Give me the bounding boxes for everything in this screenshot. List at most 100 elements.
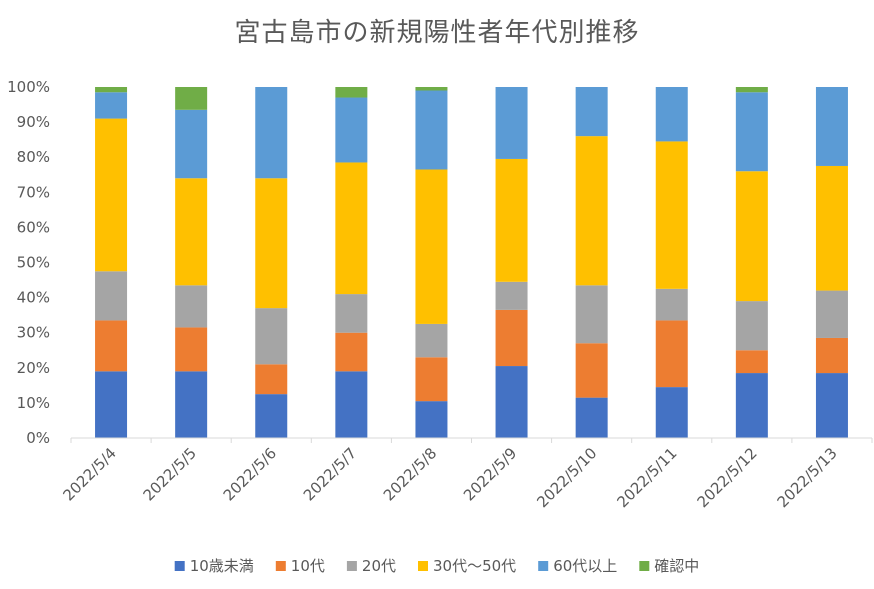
bar-segment xyxy=(815,165,848,291)
bar-segment xyxy=(655,320,688,388)
bar-segment xyxy=(335,87,368,98)
legend-label: 60代以上 xyxy=(553,557,617,575)
bar-segment xyxy=(335,371,368,438)
bar-segment xyxy=(255,87,288,179)
bar-segment xyxy=(175,371,208,438)
x-tick-label: 2022/5/10 xyxy=(533,444,600,511)
y-tick-label: 30% xyxy=(17,324,50,342)
x-tick-label: 2022/5/8 xyxy=(380,444,440,504)
bar-segment xyxy=(335,162,368,295)
legend-item: 20代 xyxy=(346,557,396,575)
legend-item: 30代〜50代 xyxy=(418,557,516,575)
x-tick-label: 2022/5/7 xyxy=(300,444,360,504)
bar-segment xyxy=(735,373,768,438)
y-tick-label: 90% xyxy=(17,113,50,131)
legend-swatch xyxy=(174,561,185,571)
bar-segment xyxy=(495,366,528,438)
y-tick-label: 20% xyxy=(17,359,50,377)
y-tick-label: 0% xyxy=(26,429,50,447)
legend-label: 確認中 xyxy=(654,557,699,575)
bar-segment xyxy=(655,288,688,321)
bar-segment xyxy=(255,308,288,365)
bar-segment xyxy=(815,87,848,166)
bar-segment xyxy=(175,327,208,372)
x-tick-label: 2022/5/5 xyxy=(140,444,200,504)
legend-item: 10代 xyxy=(275,557,325,575)
bar-segment xyxy=(175,285,208,328)
bar-segment xyxy=(735,92,768,172)
bar-segment xyxy=(735,301,768,351)
legend-label: 20代 xyxy=(362,557,396,575)
bar-segment xyxy=(815,337,848,374)
y-tick-label: 80% xyxy=(17,148,50,166)
legend-label: 10代 xyxy=(291,557,325,575)
x-tick-label: 2022/5/11 xyxy=(613,444,680,511)
x-tick-label: 2022/5/9 xyxy=(460,444,520,504)
x-axis: 2022/5/4 2022/5/5 2022/5/6 2022/5/7 2022/5/8… xyxy=(60,437,873,511)
bar-segment xyxy=(175,87,208,110)
x-tick-label: 2022/5/13 xyxy=(774,444,841,511)
x-tick-label: 2022/5/6 xyxy=(220,444,280,504)
bar-segment xyxy=(495,309,528,367)
bars-area xyxy=(95,87,848,439)
bar-segment xyxy=(175,178,208,286)
bar-segment xyxy=(655,387,688,438)
bar-segment xyxy=(95,271,128,321)
bar-segment xyxy=(735,350,768,374)
legend-item: 60代以上 xyxy=(538,557,617,575)
y-tick-label: 60% xyxy=(17,218,50,236)
y-tick-label: 10% xyxy=(17,394,50,412)
legend: 10歳未満 10代 20代 30代〜50代 60代以上 確認中 xyxy=(174,557,699,575)
bar-segment xyxy=(415,169,448,324)
y-tick-label: 70% xyxy=(17,183,50,201)
bar-segment xyxy=(335,294,368,333)
bar-segment xyxy=(415,90,448,170)
bar-segment xyxy=(415,87,448,91)
bar-segment xyxy=(415,357,448,402)
y-tick-label: 100% xyxy=(7,78,50,96)
bar-segment xyxy=(95,92,128,119)
y-axis: 0% 10% 20% 30% 40% 50% 60% 70% 80% 90% 100% xyxy=(7,78,50,447)
x-tick-label: 2022/5/12 xyxy=(694,444,761,511)
legend-item: 10歳未満 xyxy=(174,557,254,575)
bar-segment xyxy=(815,290,848,338)
bar-segment xyxy=(815,373,848,438)
bar-segment xyxy=(335,332,368,372)
bar-segment xyxy=(95,371,128,438)
bar-segment xyxy=(735,87,768,93)
legend-swatch xyxy=(346,561,357,571)
chart-title: 宮古島市の新規陽性者年代別推移 xyxy=(234,18,640,48)
bar-segment xyxy=(495,87,528,159)
legend-label: 10歳未満 xyxy=(190,557,254,575)
bar-segment xyxy=(415,323,448,358)
bar-segment xyxy=(655,141,688,289)
x-tick-label: 2022/5/4 xyxy=(60,444,120,504)
legend-swatch xyxy=(639,561,650,571)
bar-segment xyxy=(335,97,368,163)
bar-segment xyxy=(255,364,288,395)
bar-segment xyxy=(415,401,448,438)
bar-segment xyxy=(95,118,128,272)
legend-item: 確認中 xyxy=(639,557,699,575)
legend-swatch xyxy=(275,561,286,571)
bar-segment xyxy=(735,171,768,302)
bar-segment xyxy=(175,109,208,179)
bar-segment xyxy=(495,281,528,310)
legend-label: 30代〜50代 xyxy=(433,557,516,575)
bar-segment xyxy=(95,320,128,372)
bar-segment xyxy=(255,178,288,309)
bar-segment xyxy=(575,87,608,137)
bar-segment xyxy=(495,158,528,282)
bar-segment xyxy=(95,87,128,93)
y-tick-label: 50% xyxy=(17,254,50,272)
y-tick-label: 40% xyxy=(17,289,50,307)
legend-swatch xyxy=(538,561,549,571)
bar-segment xyxy=(655,87,688,142)
bar-segment xyxy=(575,136,608,286)
bar-segment xyxy=(575,343,608,398)
bar-segment xyxy=(255,394,288,439)
legend-swatch xyxy=(418,561,428,571)
bar-segment xyxy=(575,285,608,344)
bar-segment xyxy=(575,397,608,438)
